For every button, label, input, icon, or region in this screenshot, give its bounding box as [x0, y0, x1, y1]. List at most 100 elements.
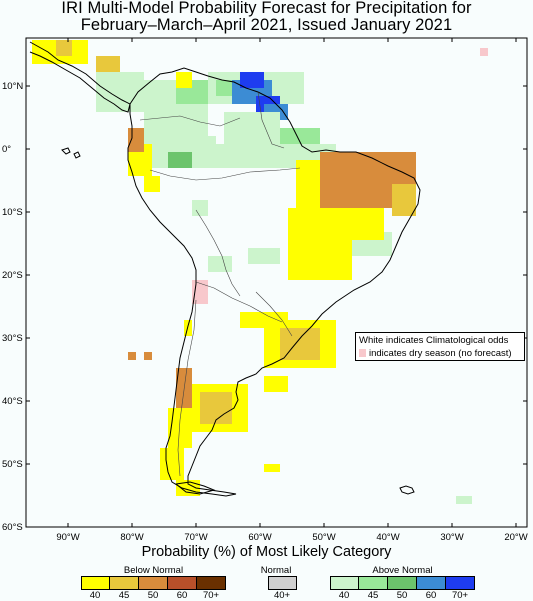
- forecast-cell: [280, 344, 288, 352]
- forecast-cell: [288, 336, 296, 344]
- forecast-cell: [408, 176, 416, 184]
- forecast-cell: [272, 344, 280, 352]
- forecast-cell: [168, 160, 176, 168]
- forecast-cell: [208, 384, 216, 392]
- forecast-cell: [304, 224, 312, 232]
- above-tick-label: 50: [396, 590, 408, 601]
- forecast-cell: [136, 72, 144, 80]
- forecast-cell: [304, 336, 312, 344]
- forecast-cell: [272, 144, 280, 152]
- forecast-cell: [176, 408, 184, 416]
- forecast-cell: [264, 344, 272, 352]
- forecast-cell: [112, 72, 120, 80]
- forecast-cell: [328, 352, 336, 360]
- forecast-cell: [240, 88, 248, 96]
- forecast-cell: [264, 72, 272, 80]
- forecast-cell: [184, 392, 192, 400]
- forecast-cell: [288, 144, 296, 152]
- forecast-cell: [304, 200, 312, 208]
- forecast-cell: [344, 272, 352, 280]
- forecast-cell: [464, 496, 472, 504]
- forecast-cell: [304, 144, 312, 152]
- forecast-cell: [208, 256, 216, 264]
- forecast-cell: [200, 408, 208, 416]
- forecast-cell: [176, 456, 184, 464]
- forecast-cell: [248, 144, 256, 152]
- forecast-cell: [264, 88, 272, 96]
- forecast-cell: [384, 168, 392, 176]
- forecast-cell: [336, 176, 344, 184]
- forecast-cell: [304, 248, 312, 256]
- forecast-cell: [56, 56, 64, 64]
- lat-tick-label: 40°S: [2, 396, 23, 407]
- forecast-cell: [296, 192, 304, 200]
- forecast-cell: [344, 240, 352, 248]
- forecast-cell: [408, 184, 416, 192]
- forecast-cell: [264, 360, 272, 368]
- forecast-cell: [272, 384, 280, 392]
- forecast-cell: [152, 136, 160, 144]
- forecast-cell: [264, 256, 272, 264]
- forecast-cell: [328, 336, 336, 344]
- forecast-cell: [312, 360, 320, 368]
- forecast-cell: [280, 376, 288, 384]
- title-line-2: February–March–April 2021, Issued Januar…: [80, 16, 453, 34]
- forecast-cell: [168, 112, 176, 120]
- forecast-cell: [224, 120, 232, 128]
- forecast-cell: [328, 360, 336, 368]
- forecast-cell: [248, 320, 256, 328]
- forecast-cell: [176, 144, 184, 152]
- forecast-cell: [328, 320, 336, 328]
- forecast-cell: [72, 40, 80, 48]
- legend-above-title: Above Normal: [372, 565, 433, 576]
- forecast-cell: [192, 80, 200, 88]
- forecast-cell: [280, 360, 288, 368]
- forecast-cell: [352, 224, 360, 232]
- forecast-cell: [40, 56, 48, 64]
- lon-tick-label: 40°W: [376, 532, 399, 540]
- forecast-cell: [184, 88, 192, 96]
- forecast-cell: [328, 152, 336, 160]
- forecast-cell: [376, 168, 384, 176]
- forecast-cell: [144, 136, 152, 144]
- forecast-cell: [400, 160, 408, 168]
- forecast-cell: [312, 352, 320, 360]
- forecast-cell: [272, 128, 280, 136]
- forecast-cell: [240, 408, 248, 416]
- forecast-cell: [344, 232, 352, 240]
- forecast-cell: [264, 352, 272, 360]
- border-argentina-north: [195, 281, 283, 323]
- forecast-cell: [128, 136, 136, 144]
- forecast-cell: [408, 192, 416, 200]
- forecast-cell: [224, 392, 232, 400]
- forecast-cell: [48, 48, 56, 56]
- forecast-cell: [272, 104, 280, 112]
- forecast-cell: [344, 264, 352, 272]
- below-swatch-1: [110, 576, 139, 590]
- forecast-cell: [392, 200, 400, 208]
- forecast-cell: [296, 184, 304, 192]
- forecast-cell: [112, 96, 120, 104]
- forecast-cell: [336, 168, 344, 176]
- forecast-cell: [376, 240, 384, 248]
- forecast-cell: [320, 208, 328, 216]
- forecast-cell: [200, 112, 208, 120]
- forecast-cell: [176, 368, 184, 376]
- forecast-cell: [216, 80, 224, 88]
- forecast-cell: [112, 80, 120, 88]
- forecast-cell: [32, 40, 40, 48]
- forecast-cell: [112, 56, 120, 64]
- forecast-cell: [376, 232, 384, 240]
- forecast-cell: [360, 248, 368, 256]
- forecast-cell: [400, 184, 408, 192]
- border-north: [139, 115, 241, 127]
- forecast-cell: [200, 280, 208, 288]
- forecast-cell: [304, 328, 312, 336]
- forecast-cell: [392, 192, 400, 200]
- forecast-cell: [256, 248, 264, 256]
- country-borders: [139, 91, 301, 477]
- forecast-cell: [304, 208, 312, 216]
- tierra-del-fuego: [174, 481, 216, 495]
- forecast-cell: [144, 144, 152, 152]
- forecast-cell: [176, 128, 184, 136]
